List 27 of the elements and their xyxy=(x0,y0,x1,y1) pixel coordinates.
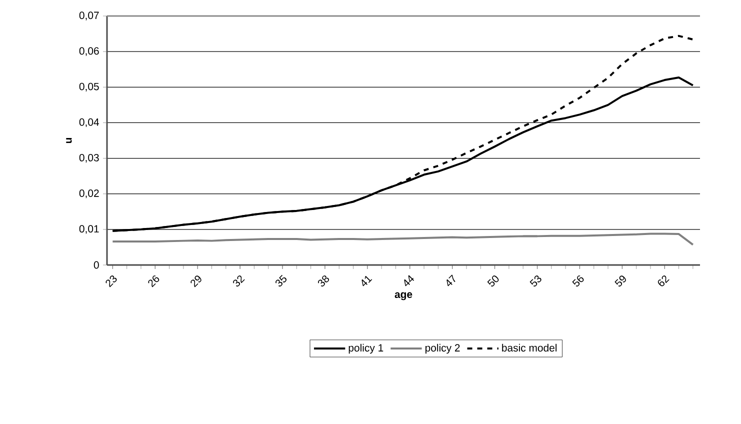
x-tick-label: 47 xyxy=(446,274,456,286)
x-tick-label: 53 xyxy=(530,275,542,287)
y-tick-label: 0 xyxy=(94,261,99,269)
x-tick-label: 59 xyxy=(614,276,626,287)
x-tick-label: 56 xyxy=(572,275,584,287)
x-tick-label: 26 xyxy=(148,275,160,288)
x-tick-label: 38 xyxy=(318,275,330,287)
legend-label: policy 1 xyxy=(348,344,384,354)
y-tick-label: 0,05 xyxy=(79,82,99,92)
x-tick-label: 50 xyxy=(487,276,499,287)
y-tick-label: 0,03 xyxy=(79,154,99,163)
y-tick-label: 0,04 xyxy=(79,118,99,128)
x-tick-label: 32 xyxy=(233,275,245,287)
y-tick-label: 0,01 xyxy=(79,225,99,234)
x-tick-label: 41 xyxy=(362,276,372,286)
y-tick-label: 0,07 xyxy=(79,12,99,20)
x-axis-title: age xyxy=(394,292,412,300)
y-tick-label: 0,06 xyxy=(79,47,99,56)
legend-label: basic model xyxy=(502,344,557,352)
x-tick-label: 23 xyxy=(106,275,117,288)
y-axis-title: u xyxy=(66,138,72,144)
x-tick-label: 62 xyxy=(658,275,670,286)
x-tick-label: 35 xyxy=(275,274,286,287)
x-tick-label: 29 xyxy=(190,276,202,288)
x-tick-label: 44 xyxy=(404,275,414,286)
y-tick-label: 0,02 xyxy=(79,190,99,198)
legend-label: policy 2 xyxy=(425,344,460,354)
